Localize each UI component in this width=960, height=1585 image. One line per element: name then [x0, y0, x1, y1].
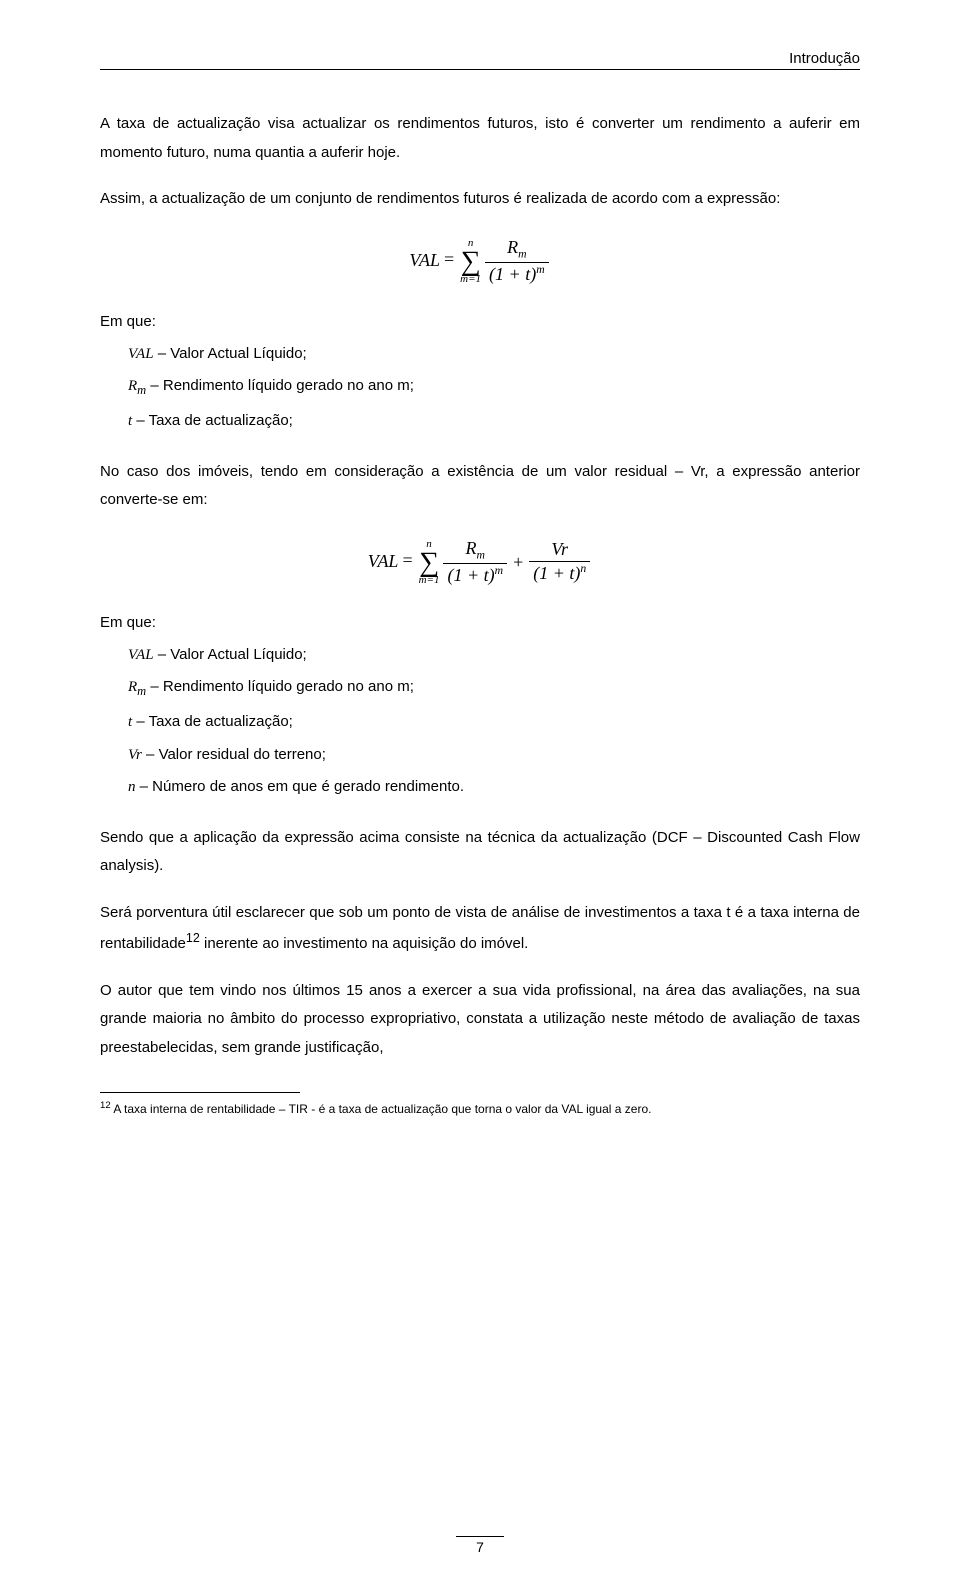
den-base: (1 + t)	[447, 565, 494, 585]
def-row: n – Número de anos em que é gerado rendi…	[128, 773, 860, 802]
fraction: Rm (1 + t)m	[485, 238, 549, 285]
def-var: Rm	[128, 679, 146, 695]
sum-lower: m=1	[419, 575, 440, 586]
def-desc: – Valor Actual Líquido;	[154, 345, 307, 362]
den-sup: m	[495, 564, 503, 577]
def-desc: – Valor residual do terreno;	[142, 746, 326, 763]
def-desc: – Número de anos em que é gerado rendime…	[136, 778, 465, 795]
footnote-text: A taxa interna de rentabilidade – TIR - …	[111, 1102, 652, 1116]
def-row: VAL – Valor Actual Líquido;	[128, 641, 860, 670]
def-desc: – Valor Actual Líquido;	[154, 646, 307, 663]
page: Introdução A taxa de actualização visa a…	[0, 0, 960, 1585]
sigma-sum: n ∑ m=1	[419, 539, 440, 586]
sigma-icon: ∑	[419, 550, 440, 575]
defs-lead: Em que:	[100, 313, 860, 330]
intro-paragraph-2: Assim, a actualização de um conjunto de …	[100, 185, 860, 214]
def-var: n	[128, 779, 136, 795]
def-desc: – Rendimento líquido gerado no ano m;	[146, 377, 414, 394]
def-row: Rm – Rendimento líquido gerado no ano m;	[128, 673, 860, 704]
def-var: VAL	[128, 346, 154, 362]
sigma-sum: n ∑ m=1	[460, 238, 481, 285]
paragraph-dcf: Sendo que a aplicação da expressão acima…	[100, 824, 860, 881]
footnote-number: 12	[100, 1100, 111, 1111]
def-row: Vr – Valor residual do terreno;	[128, 741, 860, 770]
den-base: (1 + t)	[489, 264, 536, 284]
formula-val-residual: VAL= n ∑ m=1 Rm (1 + t)m + Vr (1 + t)n	[100, 539, 860, 586]
den-sup: n	[580, 562, 586, 575]
formula-val-basic: VAL= n ∑ m=1 Rm (1 + t)m	[100, 238, 860, 285]
num-sub: m	[518, 247, 526, 260]
num-base: R	[507, 237, 518, 257]
def-row: VAL – Valor Actual Líquido;	[128, 340, 860, 369]
num-sub: m	[477, 548, 485, 561]
den-base: (1 + t)	[533, 563, 580, 583]
num-vr: Vr	[529, 540, 590, 562]
paragraph-residual: No caso dos imóveis, tendo em consideraç…	[100, 458, 860, 515]
footnote-separator	[100, 1092, 300, 1093]
def-desc: – Taxa de actualização;	[132, 713, 293, 730]
footnote: 12 A taxa interna de rentabilidade – TIR…	[100, 1099, 860, 1118]
definitions-block-2: Em que: VAL – Valor Actual Líquido; Rm –…	[128, 614, 860, 802]
plus-icon: +	[513, 552, 523, 573]
def-row: t – Taxa de actualização;	[128, 708, 860, 737]
definitions-block-1: Em que: VAL – Valor Actual Líquido; Rm –…	[128, 313, 860, 436]
fraction-term1: Rm (1 + t)m	[443, 539, 507, 586]
defs-lead: Em que:	[100, 614, 860, 631]
p5-post: inerente ao investimento na aquisição do…	[200, 935, 529, 952]
def-row: Rm – Rendimento líquido gerado no ano m;	[128, 372, 860, 403]
paragraph-autor: O autor que tem vindo nos últimos 15 ano…	[100, 977, 860, 1063]
footnote-ref: 12	[186, 931, 200, 945]
def-var: Vr	[128, 747, 142, 763]
sigma-icon: ∑	[460, 249, 481, 274]
paragraph-tir: Será porventura útil esclarecer que sob …	[100, 899, 860, 959]
def-var: Rm	[128, 378, 146, 394]
formula-lhs: VAL	[409, 249, 440, 269]
header-section: Introdução	[100, 50, 860, 70]
sum-lower: m=1	[460, 274, 481, 285]
def-desc: – Rendimento líquido gerado no ano m;	[146, 678, 414, 695]
def-desc: – Taxa de actualização;	[132, 412, 293, 429]
num-base: R	[466, 538, 477, 558]
page-number-value: 7	[456, 1536, 504, 1555]
def-row: t – Taxa de actualização;	[128, 407, 860, 436]
page-number: 7	[0, 1536, 960, 1555]
intro-paragraph-1: A taxa de actualização visa actualizar o…	[100, 110, 860, 167]
formula-lhs: VAL	[368, 550, 399, 570]
def-var: VAL	[128, 647, 154, 663]
fraction-term2: Vr (1 + t)n	[529, 540, 590, 584]
den-sup: m	[536, 263, 544, 276]
